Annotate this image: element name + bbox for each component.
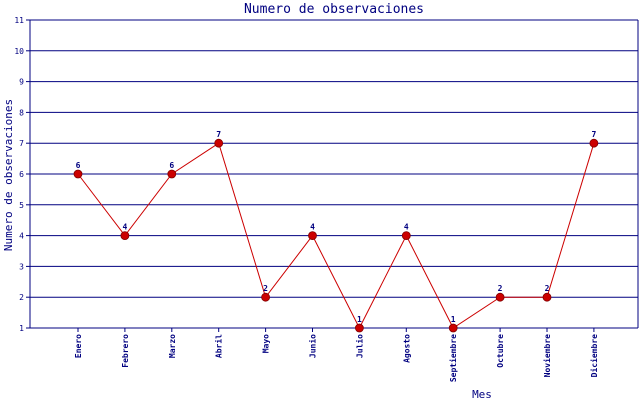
y-tick-label: 3 bbox=[19, 262, 24, 271]
data-label: 6 bbox=[76, 161, 81, 170]
data-point bbox=[214, 138, 224, 148]
x-tick-label: Julio bbox=[354, 334, 364, 358]
data-point bbox=[495, 292, 505, 302]
x-tick-label: Mayo bbox=[262, 334, 271, 353]
x-tick-label: Septiembre bbox=[448, 334, 458, 382]
y-tick-label: 10 bbox=[14, 47, 24, 56]
data-points bbox=[73, 138, 599, 333]
y-tick-label: 8 bbox=[19, 108, 24, 117]
y-tick-label: 4 bbox=[19, 232, 24, 241]
x-tick-label: Diciembre bbox=[589, 334, 599, 378]
x-tick-label: Junio bbox=[308, 334, 318, 358]
y-axis-title: Numero de observaciones bbox=[2, 99, 15, 251]
x-tick-label: Febrero bbox=[121, 334, 130, 368]
data-label: 1 bbox=[357, 315, 362, 324]
x-tick-label: Agosto bbox=[402, 334, 411, 363]
data-point bbox=[73, 169, 83, 179]
data-point bbox=[261, 292, 271, 302]
data-label: 4 bbox=[310, 223, 315, 232]
x-tick-labels: Enero Febrero Marzo Abril Mayo Junio Julio Agos… bbox=[74, 334, 599, 382]
series-line bbox=[77, 142, 595, 330]
y-tick-label: 2 bbox=[19, 293, 24, 302]
data-point bbox=[542, 292, 552, 302]
data-label: 7 bbox=[216, 130, 221, 139]
y-tick-label: 1 bbox=[19, 324, 24, 333]
x-tick-label: Marzo bbox=[168, 334, 177, 358]
data-point bbox=[401, 231, 411, 241]
y-tick-label: 6 bbox=[19, 170, 24, 179]
y-tick-label: 5 bbox=[19, 201, 24, 210]
data-point bbox=[448, 323, 458, 333]
data-point bbox=[354, 323, 364, 333]
data-point bbox=[120, 231, 130, 241]
y-tick-label: 11 bbox=[14, 16, 24, 25]
data-labels: 6 4 6 7 2 4 1 4 1 2 2 7 bbox=[76, 130, 597, 324]
data-label: 2 bbox=[545, 284, 550, 293]
grid-lines bbox=[30, 19, 638, 329]
data-point bbox=[308, 231, 317, 241]
x-tick-label: Enero bbox=[74, 334, 83, 358]
data-point bbox=[167, 169, 177, 179]
x-tick-label: Abril bbox=[214, 334, 224, 358]
data-label: 1 bbox=[451, 315, 456, 324]
y-tick-label: 7 bbox=[19, 139, 24, 148]
x-tick-label: Octubre bbox=[496, 334, 505, 368]
data-label: 7 bbox=[591, 130, 596, 139]
data-label: 6 bbox=[169, 161, 174, 170]
y-tick-labels: 1 2 3 4 5 6 7 8 9 10 11 bbox=[14, 16, 24, 333]
x-tick-label: Noviembre bbox=[542, 334, 552, 378]
data-label: 4 bbox=[404, 223, 409, 232]
data-point bbox=[589, 138, 599, 148]
chart-title: Numero de observaciones bbox=[244, 2, 424, 17]
axes bbox=[26, 19, 639, 332]
data-label: 4 bbox=[122, 223, 127, 232]
x-axis-title: Mes bbox=[472, 388, 492, 400]
data-label: 2 bbox=[263, 284, 268, 293]
y-tick-label: 9 bbox=[19, 78, 24, 87]
series-line-layer bbox=[77, 142, 595, 330]
data-label: 2 bbox=[498, 284, 503, 293]
